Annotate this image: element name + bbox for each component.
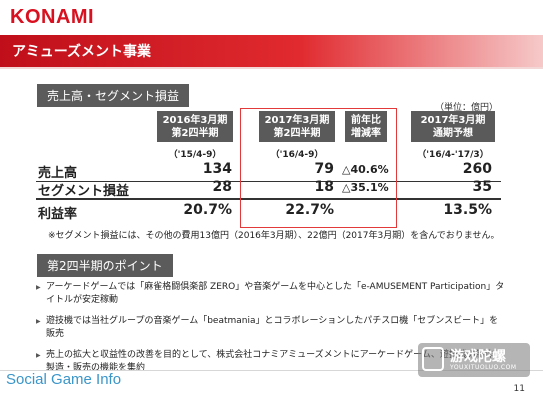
watermark-subtext: YOUXITUOLUO.COM bbox=[450, 364, 517, 371]
margin-2016: 20.7% bbox=[183, 202, 232, 218]
col-header-line: 前年比 bbox=[351, 115, 381, 126]
section-label-sales: 売上高・セグメント損益 bbox=[37, 84, 190, 107]
col-header-line: 2017年3月期 bbox=[420, 115, 486, 126]
highlight-box bbox=[240, 108, 397, 228]
col-header-2016q2: 2016年3月期 第2四半期 bbox=[157, 111, 233, 142]
watermark: 游戏陀螺 YOUXITUOLUO.COM bbox=[418, 343, 530, 377]
sales-forecast: 260 bbox=[462, 161, 492, 177]
col-header-yoy: 前年比 増減率 bbox=[345, 111, 387, 142]
footnote: ※セグメント損益には、その他の費用13億円（2016年3月期）、22億円（201… bbox=[48, 231, 500, 241]
section-label-points: 第2四半期のポイント bbox=[37, 254, 173, 277]
title-divider bbox=[0, 67, 543, 69]
page-title: アミューズメント事業 bbox=[12, 44, 152, 60]
col-header-line: 第2四半期 bbox=[273, 128, 321, 139]
sales-2017: 79 bbox=[314, 161, 334, 177]
watermark-logo-icon bbox=[422, 347, 444, 371]
footer-divider bbox=[0, 370, 543, 371]
col-header-line: 2016年3月期 bbox=[162, 115, 228, 126]
col-header-line: 通期予想 bbox=[433, 128, 473, 139]
margin-2017: 22.7% bbox=[285, 202, 334, 218]
row-label-margin: 利益率 bbox=[38, 207, 78, 222]
row-divider-thick bbox=[36, 198, 501, 200]
row-divider bbox=[36, 181, 501, 182]
social-game-info-brand: Social Game Info bbox=[6, 371, 122, 388]
list-item: アーケードゲームでは「麻雀格闘倶楽部 ZERO」や音楽ゲームを中心とした「e-A… bbox=[36, 281, 506, 307]
col-header-line: 2017年3月期 bbox=[264, 115, 330, 126]
col-header-line: 増減率 bbox=[351, 128, 381, 139]
watermark-text: 游戏陀螺 bbox=[450, 349, 506, 365]
row-label-sales: 売上高 bbox=[38, 166, 78, 181]
sales-2016: 134 bbox=[202, 161, 232, 177]
page-title-bar: アミューズメント事業 bbox=[0, 35, 543, 67]
points-list: アーケードゲームでは「麻雀格闘倶楽部 ZERO」や音楽ゲームを中心とした「e-A… bbox=[36, 281, 506, 383]
sales-yoy: △40.6% bbox=[342, 163, 389, 176]
col-header-2017q2: 2017年3月期 第2四半期 bbox=[259, 111, 335, 142]
list-item: 売上の拡大と収益性の改善を目的として、株式会社コナミアミューズメントにアーケード… bbox=[36, 349, 506, 375]
margin-forecast: 13.5% bbox=[443, 202, 492, 218]
col-header-forecast: 2017年3月期 通期予想 bbox=[411, 111, 495, 142]
list-item: 遊技機では当社グループの音楽ゲーム「beatmania」とコラボレーションしたパ… bbox=[36, 315, 506, 341]
konami-logo: KONAMI bbox=[10, 6, 95, 28]
page-number: 11 bbox=[513, 384, 525, 394]
segment-2016: 28 bbox=[212, 179, 232, 195]
segment-forecast: 35 bbox=[472, 179, 492, 195]
period-label: （'16/4-9） bbox=[270, 150, 324, 160]
segment-2017: 18 bbox=[314, 179, 334, 195]
col-header-line: 第2四半期 bbox=[171, 128, 219, 139]
segment-yoy: △35.1% bbox=[342, 181, 389, 194]
period-label: （'16/4-'17/3） bbox=[417, 150, 489, 160]
unit-label: （単位：億円） bbox=[434, 103, 498, 113]
period-label: （'15/4-9） bbox=[168, 150, 222, 160]
row-label-segment-profit: セグメント損益 bbox=[38, 184, 130, 199]
